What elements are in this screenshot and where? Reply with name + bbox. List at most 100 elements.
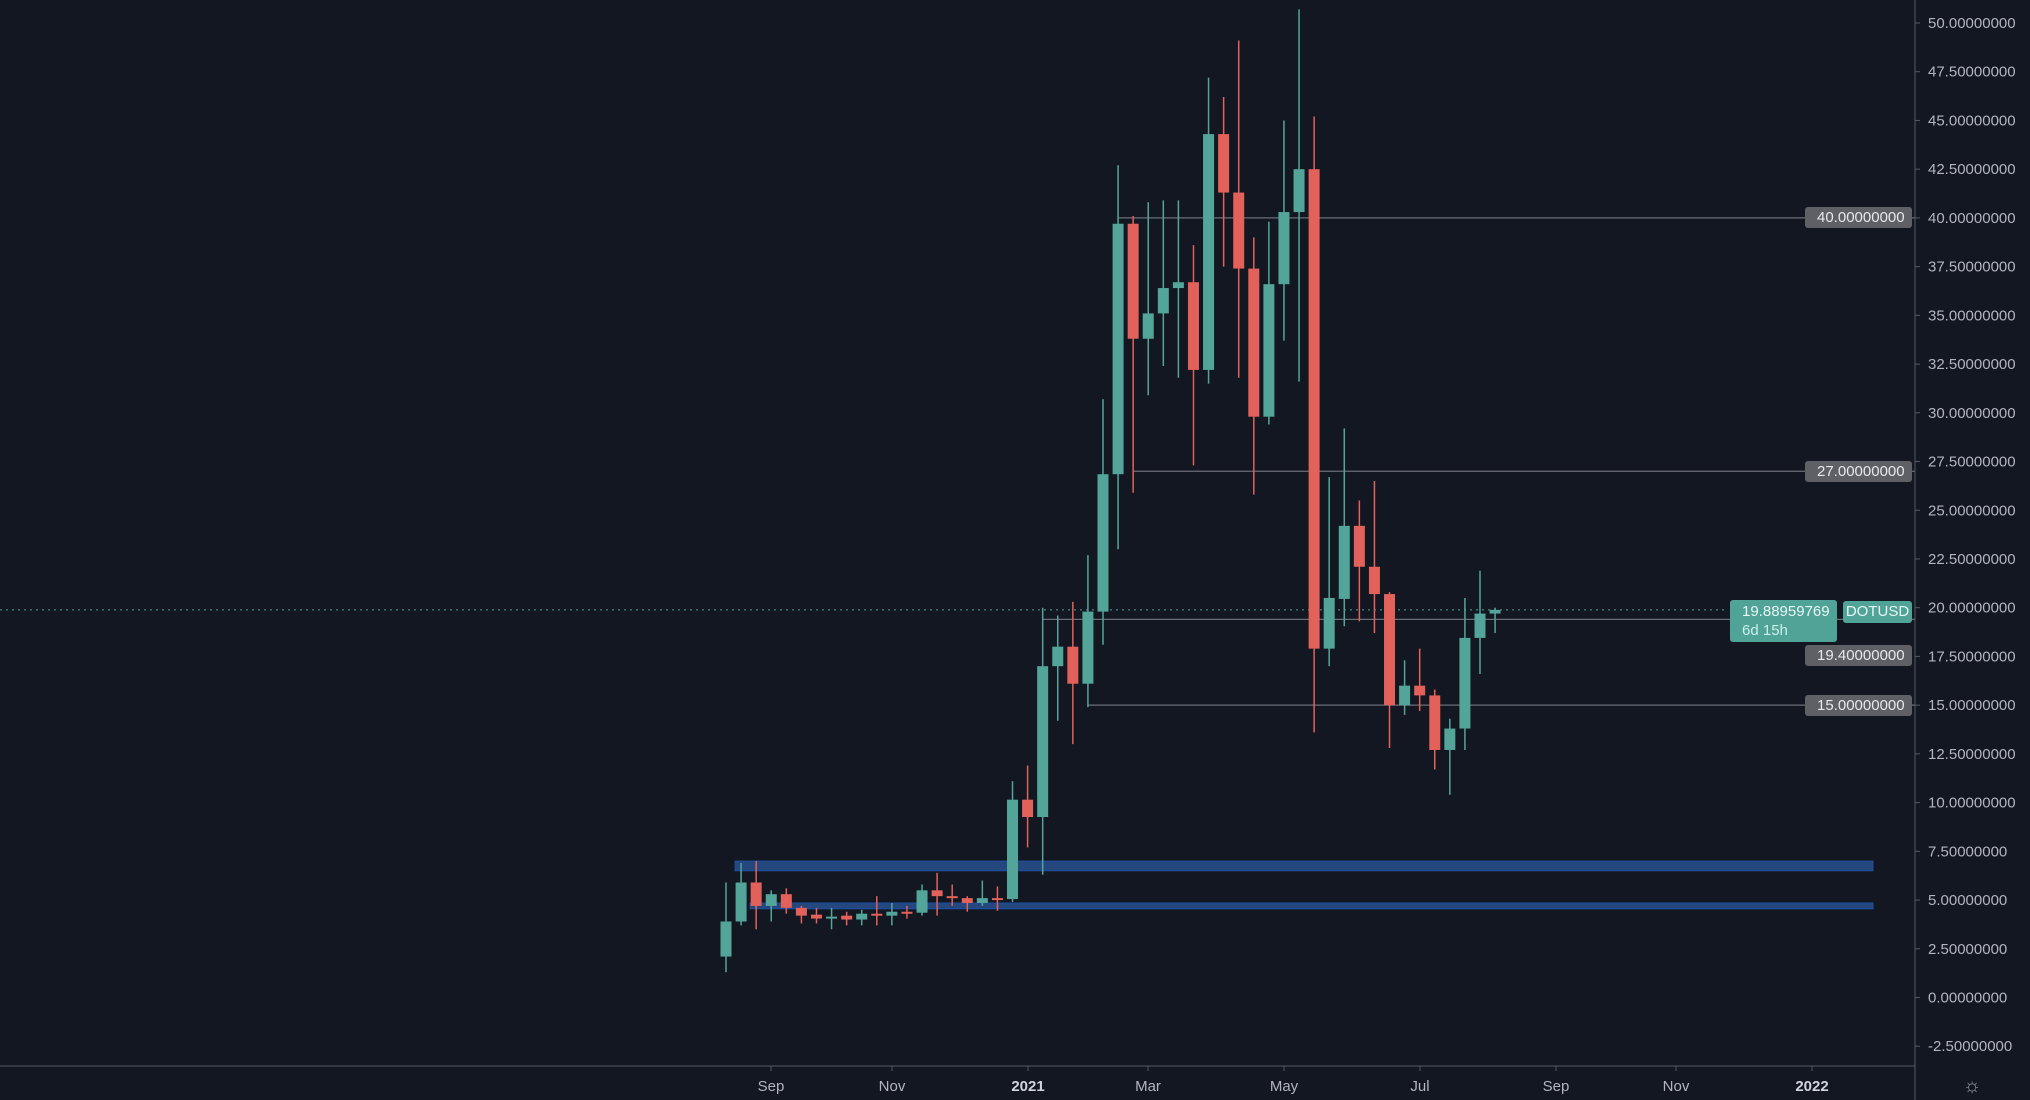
price-tick-label: 27.50000000 [1928, 454, 2016, 471]
time-tick-label: Jul [1410, 1078, 1429, 1095]
candle[interactable] [826, 907, 838, 930]
candle-body [946, 896, 958, 899]
last-price-value: 19.88959769 [1742, 603, 1830, 620]
candle-body [1037, 666, 1049, 818]
price-tick-label: 0.00000000 [1928, 990, 2007, 1007]
candle-body [1459, 637, 1471, 729]
candle[interactable] [871, 896, 883, 926]
candle-body [871, 913, 883, 916]
candle-body [1233, 192, 1245, 269]
candle-body [1384, 594, 1396, 706]
candle[interactable] [1218, 97, 1230, 267]
candle-body [1308, 169, 1320, 649]
candle[interactable] [765, 890, 777, 922]
candle[interactable] [720, 882, 732, 973]
candles [720, 9, 1501, 973]
candle-body [1172, 282, 1184, 289]
gear-icon[interactable]: ☼ [1962, 1075, 1982, 1097]
candle-body [1414, 685, 1426, 696]
candle[interactable] [1097, 399, 1109, 645]
time-axis[interactable]: Sep Nov 2021 Mar May Jul Sep Nov 2022 [758, 1066, 1829, 1095]
candle[interactable] [1263, 221, 1275, 425]
time-tick-label: Nov [1663, 1078, 1690, 1095]
price-tick-label: 37.50000000 [1928, 259, 2016, 276]
candle[interactable] [735, 863, 747, 926]
candle[interactable] [841, 911, 853, 926]
candle[interactable] [1157, 200, 1169, 367]
candle-body [1248, 268, 1260, 417]
price-tick-label: 42.50000000 [1928, 161, 2016, 178]
candle[interactable] [1142, 202, 1154, 396]
candle[interactable] [1127, 215, 1139, 493]
price-tick-label: 12.50000000 [1928, 746, 2016, 763]
candle[interactable] [1007, 781, 1019, 902]
candle[interactable] [750, 861, 762, 930]
price-axis[interactable]: 50.00000000 47.50000000 45.00000000 42.5000… [1915, 15, 2016, 1055]
candle[interactable] [856, 909, 868, 926]
candle[interactable] [916, 884, 928, 916]
support-zone[interactable] [749, 902, 1874, 910]
candle[interactable] [1037, 607, 1049, 875]
candle[interactable] [1429, 689, 1441, 770]
candle-body [1368, 566, 1380, 595]
candle[interactable] [961, 896, 973, 912]
time-tick-label: Sep [758, 1078, 785, 1095]
candle[interactable] [1323, 477, 1335, 667]
candle[interactable] [1203, 77, 1215, 384]
price-tick-label: 47.50000000 [1928, 64, 2016, 81]
candle-body [841, 915, 853, 920]
price-tick-label: 7.50000000 [1928, 843, 2007, 860]
candle[interactable] [1293, 9, 1305, 382]
candle[interactable] [1489, 607, 1501, 634]
candle[interactable] [886, 902, 898, 926]
candle[interactable] [1082, 555, 1094, 708]
candle-body [795, 907, 807, 916]
candle-body [1263, 284, 1275, 417]
candle[interactable] [1368, 481, 1380, 634]
candle[interactable] [1278, 120, 1290, 341]
candle-body [1293, 169, 1305, 213]
candle-body [750, 882, 762, 906]
price-tick-label: 20.00000000 [1928, 600, 2016, 617]
support-zones [734, 860, 1874, 910]
time-tick-label: May [1270, 1078, 1299, 1095]
candle-body [1142, 313, 1154, 339]
candle-body [1323, 597, 1335, 649]
candle[interactable] [1172, 200, 1184, 378]
candle-body [765, 894, 777, 906]
candle[interactable] [931, 872, 943, 916]
candle[interactable] [991, 886, 1003, 911]
candle-body [1489, 609, 1501, 614]
candle-body [1067, 646, 1079, 684]
candle[interactable] [1353, 500, 1365, 622]
support-zone[interactable] [734, 860, 1874, 872]
candle[interactable] [1248, 237, 1260, 495]
candle[interactable] [795, 905, 807, 924]
candle[interactable] [1112, 165, 1124, 550]
candle[interactable] [901, 905, 913, 919]
candle-body [1022, 799, 1034, 818]
candle[interactable] [1459, 597, 1471, 750]
candle-body [1157, 288, 1169, 314]
price-tick-label: 50.00000000 [1928, 15, 2016, 32]
candle[interactable] [1052, 615, 1064, 721]
price-tick-label: 5.00000000 [1928, 892, 2007, 909]
candle[interactable] [810, 907, 822, 924]
candle[interactable] [1233, 40, 1245, 378]
candle-body [1444, 728, 1456, 750]
candle[interactable] [1474, 570, 1486, 674]
candle[interactable] [1187, 245, 1199, 466]
candle[interactable] [1444, 718, 1456, 795]
candle[interactable] [1338, 428, 1350, 627]
candle[interactable] [946, 884, 958, 906]
candle[interactable] [1308, 116, 1320, 733]
candle[interactable] [1022, 765, 1034, 848]
candle[interactable] [1414, 648, 1426, 711]
candle[interactable] [1384, 592, 1396, 749]
candle[interactable] [780, 888, 792, 914]
candle[interactable] [1399, 660, 1411, 715]
candle[interactable] [1067, 601, 1079, 745]
candle-body [991, 898, 1003, 901]
candle[interactable] [976, 880, 988, 906]
